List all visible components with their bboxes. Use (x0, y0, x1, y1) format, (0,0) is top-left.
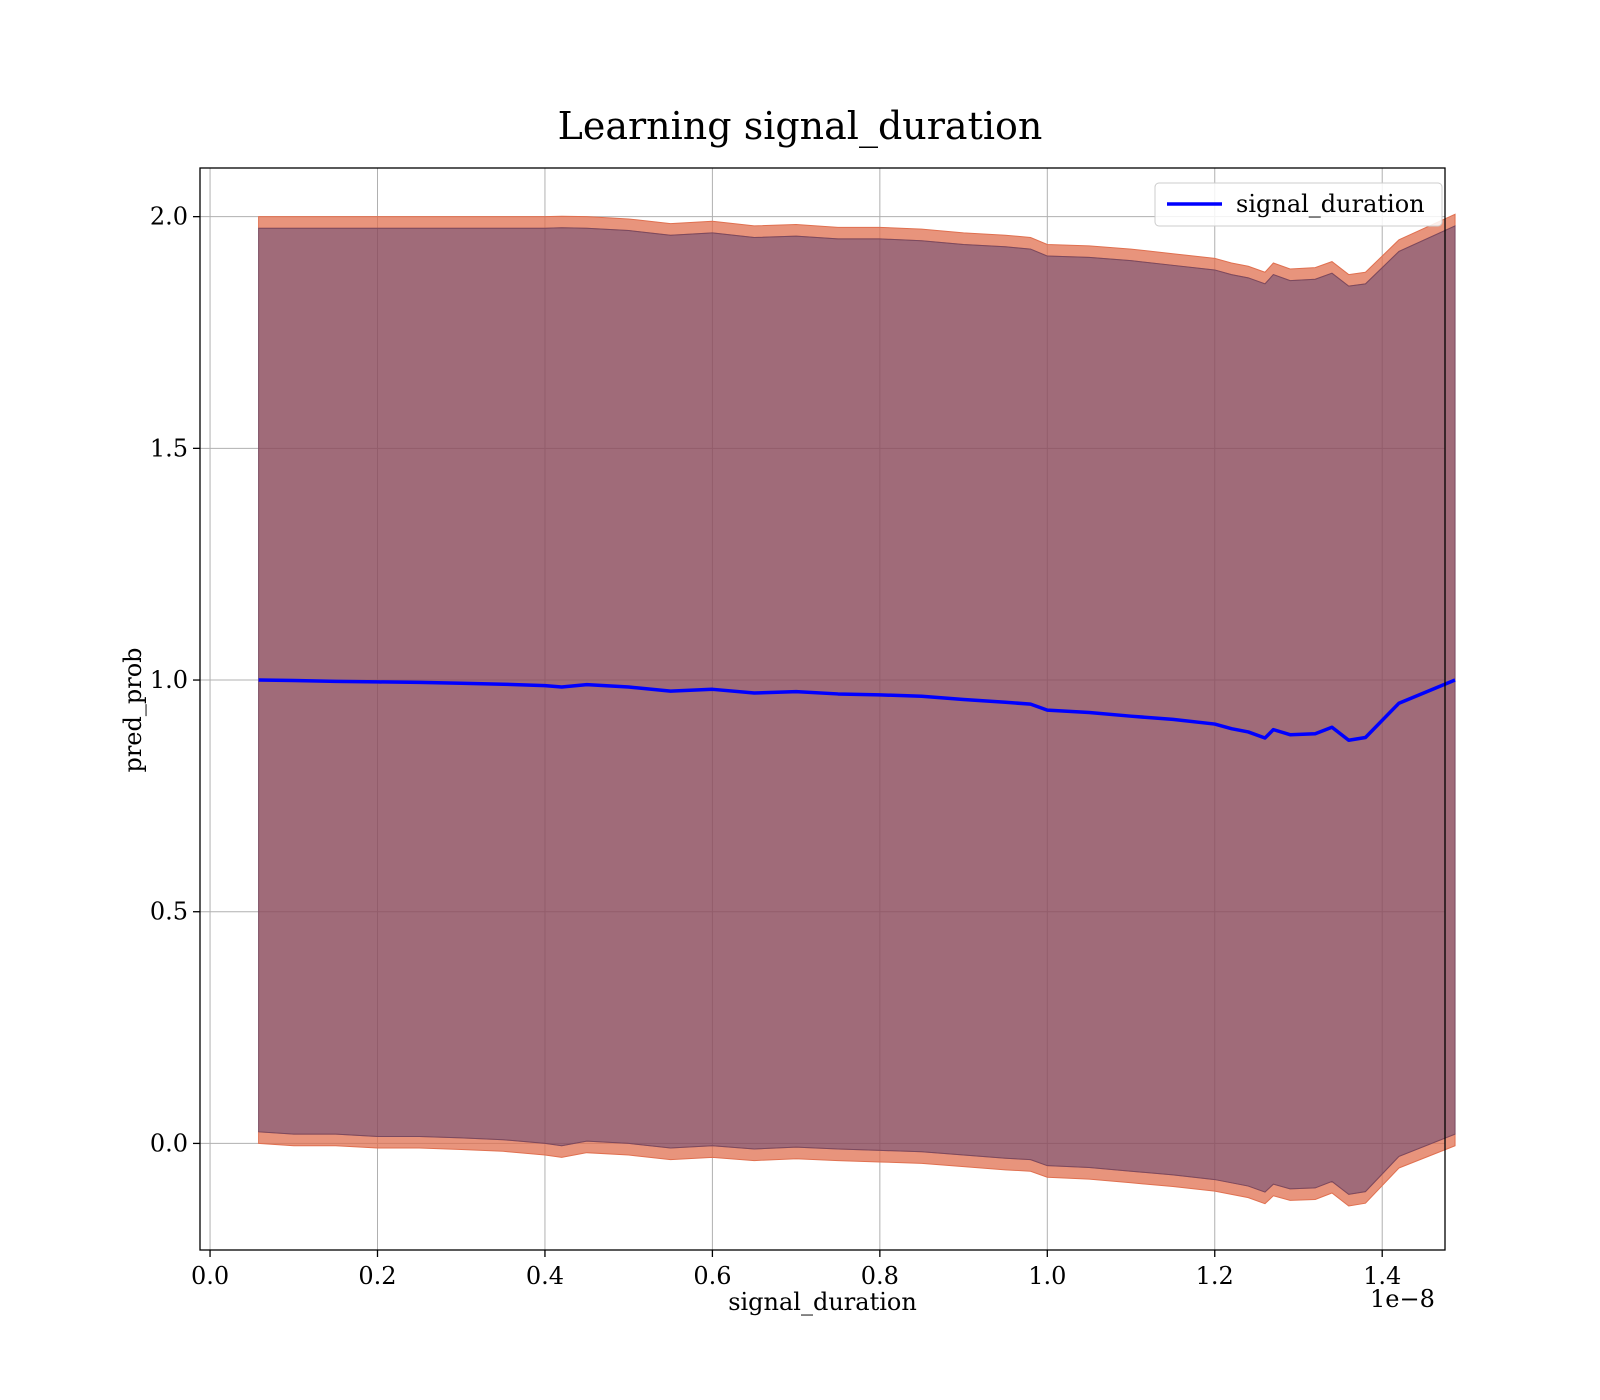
x-axis-offset-label: 1e−8 (1370, 1285, 1435, 1313)
x-tick-label: 0.2 (358, 1262, 396, 1290)
x-tick-label: 1.2 (1196, 1262, 1234, 1290)
confidence-band (258, 225, 1456, 1195)
line-layer (258, 678, 1456, 743)
y-tick-label: 0.5 (150, 898, 188, 926)
x-tick-label: 1.4 (1363, 1262, 1401, 1290)
legend-label-signal-duration: signal_duration (1236, 190, 1425, 218)
x-tick-label: 0.0 (191, 1262, 229, 1290)
axes-frame (199, 167, 1446, 1251)
x-tick-label: 0.6 (693, 1262, 731, 1290)
y-tick-label: 1.5 (150, 434, 188, 462)
y-tick-label: 2.0 (150, 203, 188, 231)
x-tick-label: 0.4 (526, 1262, 564, 1290)
legend: signal_duration (1154, 182, 1443, 227)
x-axis-label: signal_duration (728, 1288, 917, 1316)
band-layer (258, 213, 1456, 1207)
y-axis-label: pred_prob (119, 647, 147, 773)
chart-title: Learning signal_duration (557, 104, 1043, 148)
x-tick-label: 0.8 (861, 1262, 899, 1290)
y-tick-label: 0.0 (150, 1129, 188, 1157)
tick-layer: 0.0 0.2 0.4 0.6 0.8 1.0 1.2 1.4 0.0 0.5 1.0 1.5 2.0 (150, 203, 1401, 1290)
legend-box (1154, 182, 1443, 227)
y-tick-label: 1.0 (150, 666, 188, 694)
x-tick-label: 1.0 (1028, 1262, 1066, 1290)
